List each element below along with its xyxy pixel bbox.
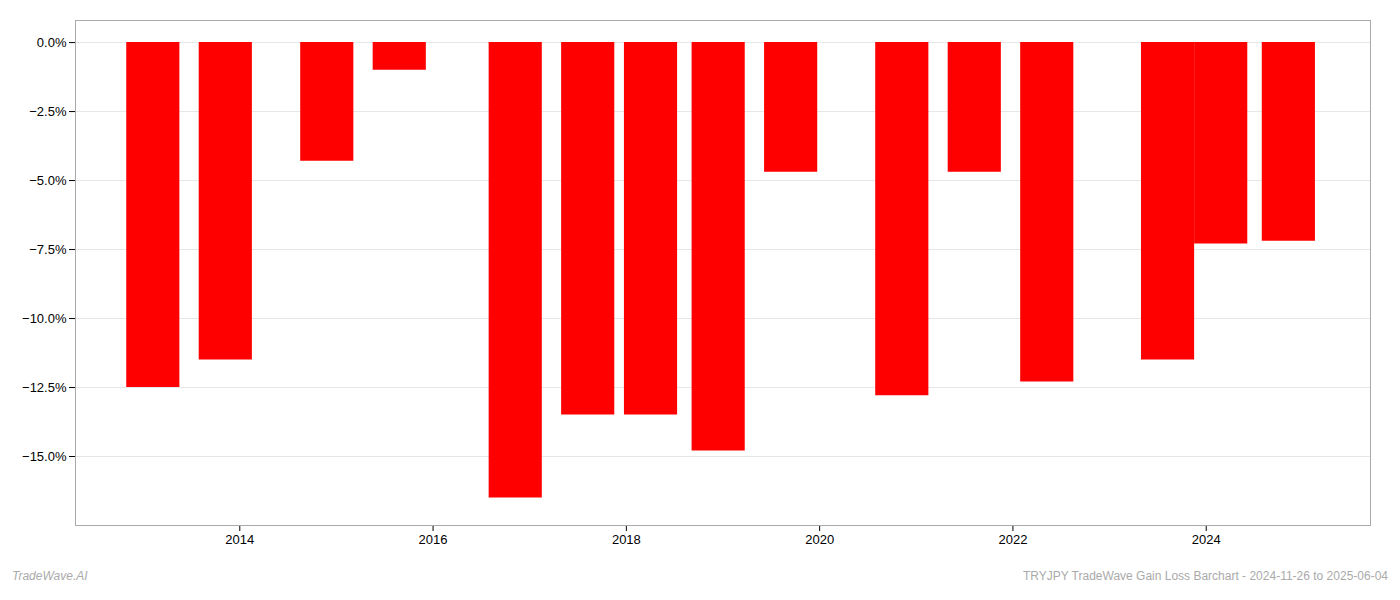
svg-text:−10.0%: −10.0% (22, 311, 67, 326)
svg-text:−7.5%: −7.5% (29, 242, 67, 257)
svg-text:2016: 2016 (419, 532, 448, 547)
svg-text:−5.0%: −5.0% (29, 173, 67, 188)
svg-text:2018: 2018 (612, 532, 641, 547)
svg-text:2020: 2020 (805, 532, 834, 547)
svg-text:−15.0%: −15.0% (22, 449, 67, 464)
svg-text:−2.5%: −2.5% (29, 104, 67, 119)
svg-text:2022: 2022 (998, 532, 1027, 547)
svg-text:−12.5%: −12.5% (22, 380, 67, 395)
html-text:TRYJPY TradeWave Gain Loss Bar: TRYJPY TradeWave Gain Loss Barchart - 20… (1022, 569, 1388, 583)
svg-text:2014: 2014 (225, 532, 254, 547)
svg-text:0.0%: 0.0% (37, 35, 67, 50)
html-text:TradeWave.AI: TradeWave.AI (12, 569, 88, 583)
svg-text:2024: 2024 (1192, 532, 1221, 547)
